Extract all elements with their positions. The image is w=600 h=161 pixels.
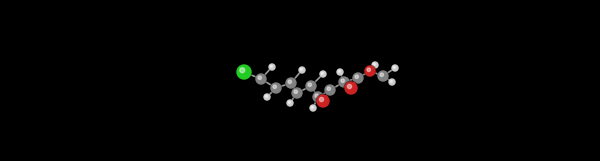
Circle shape	[317, 95, 329, 107]
Circle shape	[371, 62, 379, 68]
Circle shape	[377, 70, 389, 82]
Circle shape	[300, 68, 302, 70]
Circle shape	[338, 76, 350, 88]
Circle shape	[270, 65, 272, 67]
Circle shape	[324, 84, 336, 96]
Circle shape	[316, 94, 330, 108]
Circle shape	[299, 66, 305, 73]
Circle shape	[367, 68, 371, 71]
Circle shape	[327, 87, 331, 90]
Circle shape	[288, 101, 290, 103]
Circle shape	[263, 94, 271, 100]
Circle shape	[390, 80, 392, 82]
Circle shape	[389, 79, 395, 85]
Circle shape	[265, 95, 268, 97]
Circle shape	[273, 85, 277, 89]
Circle shape	[337, 69, 343, 75]
Circle shape	[380, 73, 383, 76]
Circle shape	[389, 79, 395, 85]
Circle shape	[353, 73, 363, 83]
Circle shape	[347, 84, 352, 89]
Circle shape	[270, 82, 282, 94]
Circle shape	[352, 72, 364, 84]
Circle shape	[338, 70, 340, 72]
Circle shape	[311, 106, 313, 108]
Circle shape	[373, 63, 376, 65]
Circle shape	[287, 100, 293, 106]
Circle shape	[294, 90, 298, 94]
Circle shape	[285, 77, 297, 89]
Circle shape	[240, 68, 245, 73]
Circle shape	[286, 78, 296, 88]
Circle shape	[269, 64, 275, 70]
Circle shape	[256, 74, 266, 84]
Circle shape	[341, 79, 344, 82]
Circle shape	[393, 66, 395, 68]
Circle shape	[378, 71, 388, 81]
Circle shape	[308, 83, 311, 86]
Circle shape	[292, 88, 302, 98]
Circle shape	[372, 62, 378, 68]
Circle shape	[320, 71, 326, 77]
Circle shape	[344, 81, 358, 95]
Circle shape	[345, 82, 357, 94]
Circle shape	[237, 65, 251, 79]
Circle shape	[305, 80, 317, 92]
Circle shape	[365, 66, 375, 76]
Circle shape	[320, 71, 326, 77]
Circle shape	[313, 92, 323, 102]
Circle shape	[321, 72, 323, 74]
Circle shape	[364, 65, 376, 77]
Circle shape	[306, 81, 316, 91]
Circle shape	[310, 104, 316, 111]
Circle shape	[236, 64, 252, 80]
Circle shape	[312, 91, 324, 103]
Circle shape	[315, 94, 319, 98]
Circle shape	[287, 99, 293, 106]
Circle shape	[299, 67, 305, 73]
Circle shape	[269, 64, 275, 71]
Circle shape	[258, 76, 262, 80]
Circle shape	[392, 65, 398, 71]
Circle shape	[288, 80, 292, 84]
Circle shape	[325, 85, 335, 95]
Circle shape	[264, 94, 270, 100]
Circle shape	[319, 97, 323, 102]
Circle shape	[255, 73, 267, 85]
Circle shape	[337, 69, 343, 76]
Circle shape	[355, 75, 359, 79]
Circle shape	[310, 105, 316, 111]
Circle shape	[291, 87, 303, 99]
Circle shape	[339, 77, 349, 87]
Circle shape	[271, 83, 281, 93]
Circle shape	[392, 65, 398, 71]
